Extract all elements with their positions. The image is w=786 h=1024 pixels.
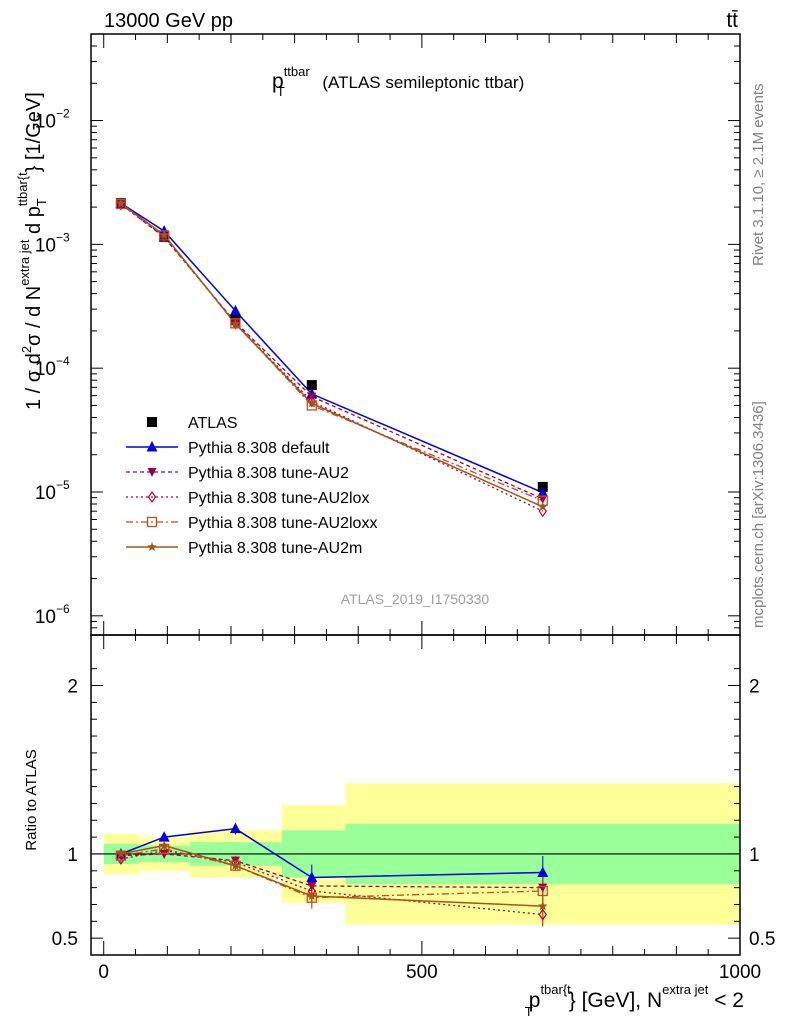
ratio-point-au2m [538,901,548,911]
header-process-label: tt̄ [726,9,738,32]
x-tick-label: 0 [98,962,109,983]
ratio-line-au2loxx [120,848,543,899]
legend-entry-au2loxx: Pythia 8.308 tune-AU2loxx [126,515,377,532]
ratio-y-tick-label: 1 [67,845,78,866]
main-point-au2m [307,398,317,408]
ratio-panel-frame [90,634,741,956]
legend-label-au2: Pythia 8.308 tune-AU2 [188,465,349,482]
xlabel-sup2: extra jet [662,982,709,997]
ylabel-part4: } [1/GeV] [23,92,45,172]
main-line-au2m [120,202,544,508]
ratio-point-default [158,831,170,842]
main-y-tick-exponent: −6 [56,602,70,616]
side-label-mcplots: mcplots.cern.ch [arXiv:1306.3436] [750,401,767,628]
legend-label-data: ATLAS [188,415,238,432]
legend-marker-au2 [147,468,157,477]
ratio-point-default [229,822,241,834]
x-tick-label: 500 [406,962,438,983]
ratio-point-au2lox [538,908,547,921]
ratio-y-tick-label-right: 1 [749,845,760,866]
legend-label-au2lox: Pythia 8.308 tune-AU2lox [188,490,369,507]
legend-entry-data: ATLAS [147,415,238,432]
main-y-tick-exponent: −3 [56,230,70,244]
side-label-rivet: Rivet 3.1.10, ≥ 2.1M events [750,84,767,267]
main-title-sup: ttbar [284,64,311,79]
ratio-series-group [115,822,549,927]
ylabel-sup2: extra jet [17,239,32,286]
ratio-y-axis-label: Ratio to ATLAS [23,749,40,850]
main-point-au2lox [307,395,317,408]
legend-label-default: Pythia 8.308 default [188,440,330,457]
ratio-point-default [306,871,318,883]
ylabel-sup3: ttbar{t [15,172,30,206]
main-y-tick-exponent: −2 [56,107,70,121]
ratio-y-tick-label-right: 2 [749,677,760,698]
xlabel-part2: } [GeV], N [569,989,662,1012]
main-y-tick-exponent: −5 [56,478,70,492]
x-tick-label: 1000 [719,962,761,983]
main-point-data [306,380,317,391]
legend-entry-au2: Pythia 8.308 tune-AU2 [126,465,349,482]
ratio-point-au2m [307,891,317,901]
ylabel-sup1: 2 [19,346,34,353]
main-point-au2m [116,198,126,208]
main-y-tick-label: 10 [35,607,56,628]
main-y-tick-exponent: −4 [56,354,70,368]
ylabel-part2: σ / d N [23,286,45,346]
ylabel-part1: 1 / σ d [23,353,45,410]
main-point-au2m [538,501,548,511]
ylabel-part3: d p [23,206,45,239]
x-axis-label: ptbar{t T } [GeV], Nextra jet < 2 [525,982,744,1019]
main-y-tick-label: 10 [35,483,56,504]
main-point-default [229,304,241,316]
ratio-point-au2m [116,848,126,858]
legend-marker-au2loxx [146,516,158,528]
legend-marker-data [147,417,157,427]
xlabel-part3: < 2 [708,989,744,1012]
main-y-axis-label: 1 / σ d2σ / d Nextra jet d pTttbar{t} [1… [15,92,49,410]
ratio-y-tick-label-right: 0.5 [749,929,775,950]
analysis-label: ATLAS_2019_I1750330 [341,591,490,607]
main-title-rest: (ATLAS semileptonic ttbar) [318,73,525,92]
main-point-default [537,486,549,498]
legend-entry-au2lox: Pythia 8.308 tune-AU2lox [126,490,369,507]
main-point-au2 [538,494,548,504]
legend-label-au2loxx: Pythia 8.308 tune-AU2loxx [188,515,377,532]
main-line-au2loxx [120,203,544,502]
legend-entry-au2m: Pythia 8.308 tune-AU2m [126,540,362,557]
main-line-default [120,202,544,494]
main-series-group [115,197,549,518]
main-y-tick-label: 10 [35,112,56,133]
legend-entry-default: Pythia 8.308 default [126,440,330,457]
xlabel-sub1: T [525,1004,533,1019]
ratio-point-au2loxx [537,885,548,897]
main-title-sub: T [277,84,285,99]
legend-marker-au2m [147,542,157,552]
axis-ticks [91,33,741,955]
main-title-base: p [272,70,284,93]
xlabel-sup1: tbar{t [540,982,571,997]
legend-marker-au2lox [147,490,157,504]
legend-label-au2m: Pythia 8.308 tune-AU2m [188,540,362,557]
main-line-au2 [120,203,544,500]
ratio-y-tick-label: 2 [67,677,78,698]
ratio-y-tick-label: 0.5 [52,929,78,950]
ratio-point-au2m [230,860,241,870]
main-title: pttbar T (ATLAS semileptonic ttbar) [272,64,524,99]
axis-tick-labels: 10−610−510−410−310 −20.5 0.51 12 20 500 1000 [35,107,776,983]
ratio-point-default [537,866,549,877]
ratio-point-au2m [159,840,169,850]
legend: ATLAS Pythia 8.308 default Pythia 8.308 tu… [126,415,377,557]
main-y-tick-label: 10 [35,235,56,256]
header-energy-label: 13000 GeV pp [104,10,233,32]
legend-marker-default [146,441,158,452]
xlabel-part1: p [529,989,541,1012]
ylabel-sub3: T [34,198,49,206]
main-point-au2m [230,318,241,328]
main-y-tick-label: 10 [35,359,56,380]
main-point-au2m [159,230,169,240]
